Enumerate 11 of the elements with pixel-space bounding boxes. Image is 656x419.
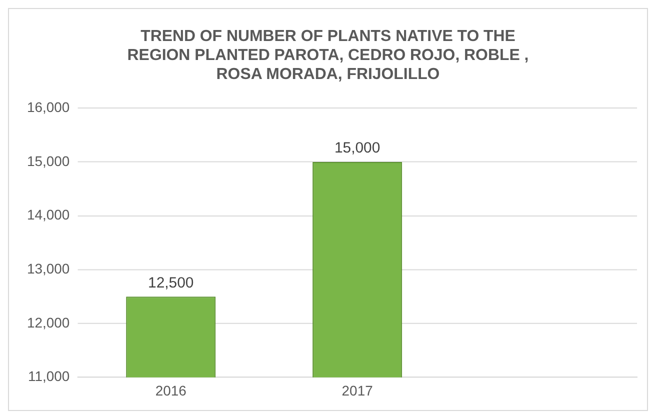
y-tick-label: 11,000 — [28, 368, 70, 384]
y-tick-label: 16,000 — [26, 98, 70, 115]
y-tick-label: 14,000 — [26, 206, 70, 223]
y-tick-label: 13,000 — [26, 260, 70, 276]
chart-title: TREND OF NUMBER OF PLANTS NATIVE TO THE REGION PLANTED PAROTA, CEDRO ROJO, ROBLE , ROSA MORADA, FRIJOLILLO — [127, 28, 529, 84]
y-tick-label: 12,000 — [26, 314, 70, 330]
y-tick-label: 15,000 — [26, 152, 70, 169]
data-label: 15,000 — [334, 140, 380, 157]
x-tick-label: 2017 — [342, 382, 374, 399]
x-tick-label: 2016 — [155, 382, 187, 399]
data-label: 12,500 — [148, 274, 194, 292]
